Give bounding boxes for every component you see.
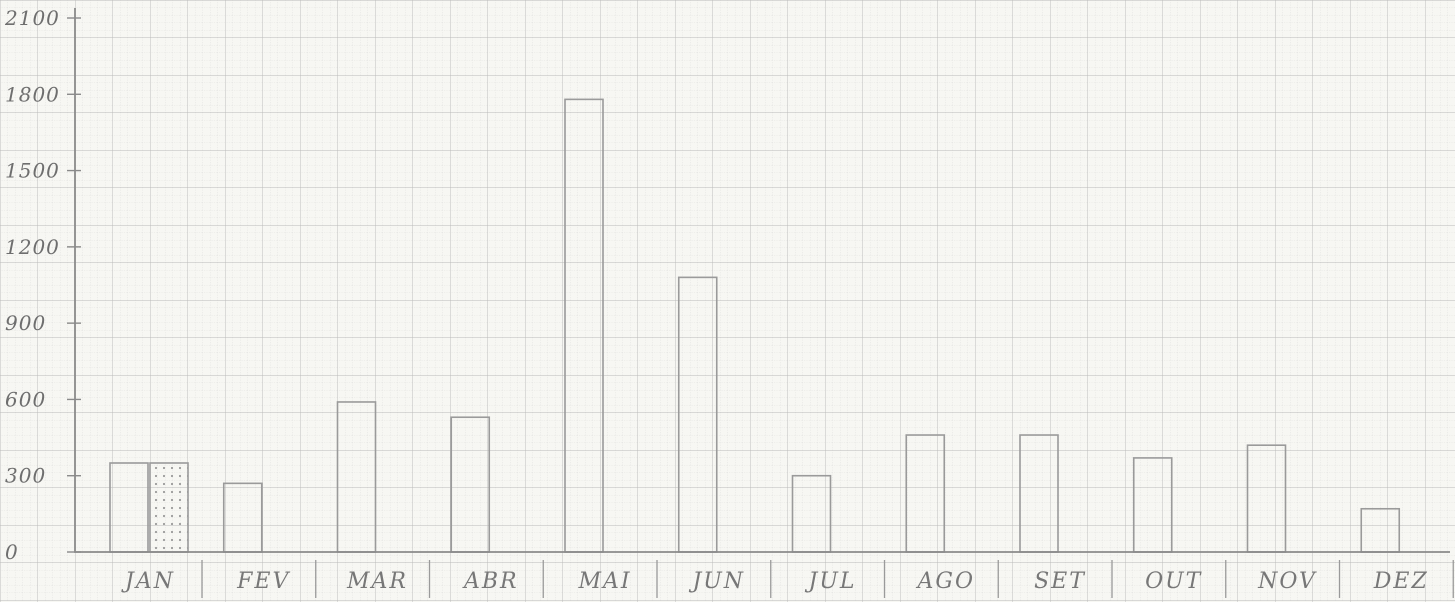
y-tick-label: 1200 [5, 235, 60, 259]
y-tick-label: 0 [5, 540, 19, 564]
x-tick-label-fev: FEV [236, 569, 290, 594]
x-tick-label-jul: JUL [805, 569, 857, 594]
chart-axes [74, 8, 1450, 553]
x-tick-label-ago: AGO [916, 569, 976, 594]
y-tick-label: 1500 [5, 159, 60, 183]
y-tick-label: 900 [5, 311, 46, 335]
x-tick-label-dez: DEZ [1373, 569, 1429, 594]
x-tick-label-out: OUT [1145, 569, 1203, 594]
x-tick-label-abr: ABR [462, 569, 519, 594]
x-tick-label-mai: MAI [577, 569, 631, 594]
x-tick-label-jun: JUN [688, 569, 745, 594]
y-tick-label: 300 [5, 464, 46, 488]
x-tick-label-mar: MAR [346, 569, 408, 594]
x-tick-label-nov: NOV [1257, 569, 1317, 594]
bar-jan-secondary [149, 462, 189, 553]
x-tick-label-set: SET [1034, 569, 1086, 594]
y-tick-label: 600 [5, 387, 46, 411]
y-tick-label: 2100 [4, 6, 60, 30]
y-tick-label: 1800 [5, 82, 60, 106]
x-tick-label-jan: JAN [121, 569, 175, 594]
